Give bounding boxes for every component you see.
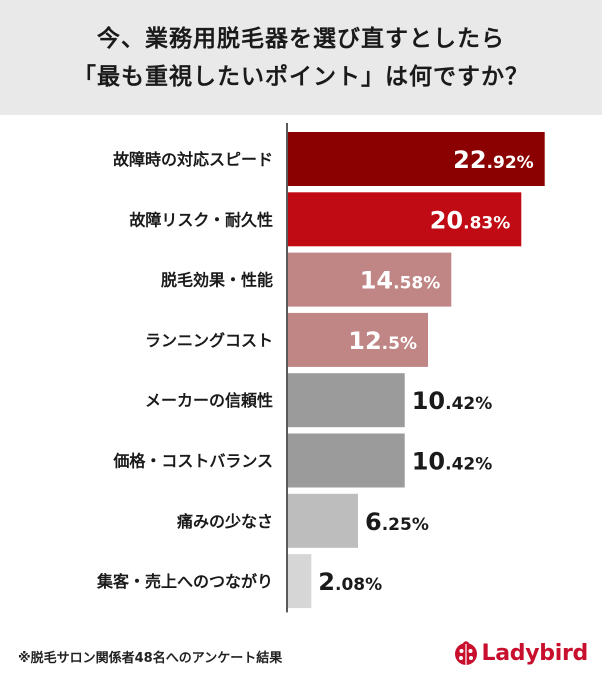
chart-title-line-2: 「最も重視したいポイント」は何ですか？ [73,63,529,90]
chart-title-line-1: 今、業務用脱毛器を選び直すとしたら [97,25,505,52]
ladybug-icon [454,641,477,665]
survey-footnote: ※脱毛サロン関係者48名へのアンケート結果 [18,651,283,666]
category-label: メーカーの信頼性 [145,391,273,410]
bar-chart: 故障時の対応スピード 22.92% 故障リスク・耐久性 20.83% 脱毛効果・性能 14… [96,123,545,613]
bar [288,554,312,609]
bar [288,252,452,307]
value-label: 22.92% [453,146,534,174]
bar [288,433,405,488]
brand-logo: Ladybird [453,640,588,666]
title-block: 今、業務用脱毛器を選び直すとしたら 「最も重視したいポイント」は何ですか？ [0,0,602,115]
value-label: 12.5% [348,327,417,355]
category-label: 故障リスク・耐久性 [129,210,273,229]
category-label: 故障時の対応スピード [113,150,273,169]
bar [288,192,522,247]
value-label: 10.42% [412,448,493,476]
value-label: 2.08% [318,568,382,596]
category-label: 痛みの少なさ [176,512,273,531]
brand-name: Ladybird [481,640,589,666]
category-label: 脱毛効果・性能 [161,271,273,290]
bar [288,373,405,428]
value-label: 10.42% [412,387,493,415]
bar [288,493,358,548]
bar [288,132,545,186]
category-label: 価格・コストバランス [112,452,273,471]
bar [288,312,428,367]
category-label: 集客・売上へのつながり [96,572,273,591]
category-label: ランニングコスト [145,331,273,350]
value-label: 14.58% [360,267,441,295]
value-label: 20.83% [430,206,511,234]
value-label: 6.25% [365,508,429,536]
